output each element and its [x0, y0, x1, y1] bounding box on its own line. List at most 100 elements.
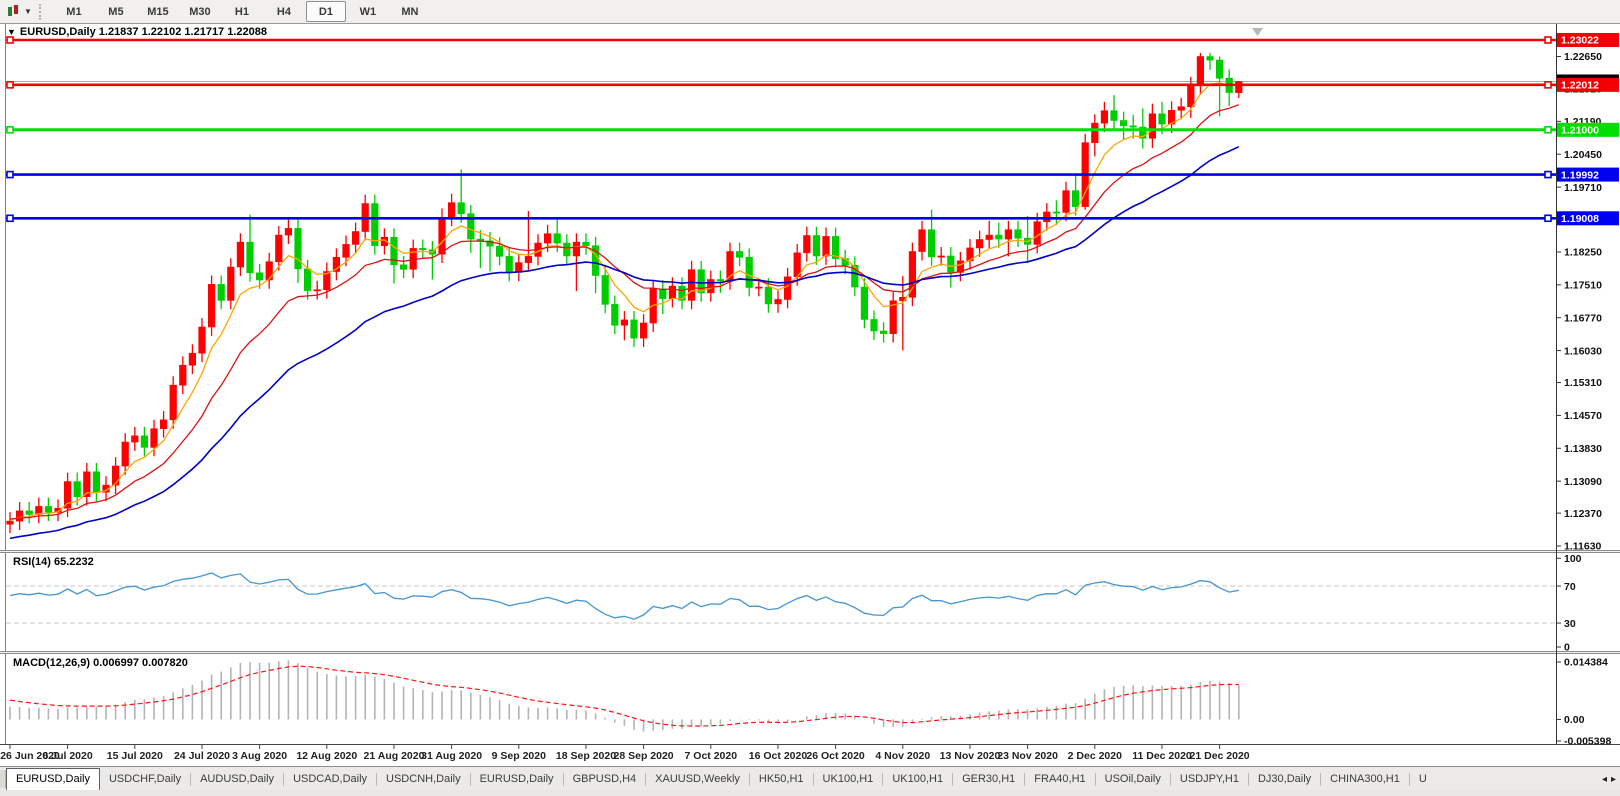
chart-tab-hk50-h1[interactable]: HK50,H1	[758, 773, 804, 785]
timeframe-button-mn[interactable]: MN	[401, 5, 419, 18]
date-tick-label: 3 Aug 2020	[232, 750, 287, 762]
candle-bullish	[803, 235, 811, 254]
candle-bullish	[342, 244, 350, 258]
candle-bearish	[495, 245, 504, 257]
hline-handle[interactable]	[6, 81, 14, 89]
tab-scroll-left-icon[interactable]: ◂	[1601, 773, 1607, 785]
candle-bullish	[169, 384, 177, 421]
chart-tab-china300-h1[interactable]: CHINA300,H1	[1330, 773, 1400, 785]
chart-tab-eurusd-daily[interactable]: EURUSD,Daily	[479, 773, 554, 785]
candle-bearish	[140, 435, 149, 448]
timeframe-button-h1[interactable]: H1	[234, 5, 249, 18]
timeframe-button-h4[interactable]: H4	[276, 5, 291, 18]
candle-bearish	[582, 241, 590, 247]
candle-bullish	[121, 441, 129, 467]
candle-bullish	[332, 256, 341, 272]
rsi-axis-label: 70	[1564, 581, 1576, 593]
chart-tab-dj30-daily[interactable]: DJ30,Daily	[1257, 773, 1312, 785]
chart-tab-audusd-daily[interactable]: AUDUSD,Daily	[200, 773, 275, 785]
date-tick-label: 2 Dec 2020	[1068, 750, 1122, 762]
timeframe-button-w1[interactable]: W1	[359, 5, 377, 18]
date-tick-label: 18 Sep 2020	[556, 750, 616, 762]
ma-slow-line	[9, 145, 1240, 540]
symbol-expander-icon[interactable]: ▼	[7, 27, 16, 37]
candle-bullish	[1043, 211, 1051, 223]
candle-bullish	[150, 428, 158, 448]
chart-tab-usoil-daily[interactable]: USOil,Daily	[1104, 773, 1161, 785]
timeframe-button-m5[interactable]: M5	[108, 5, 124, 18]
chart-tab-usdcad-daily[interactable]: USDCAD,Daily	[293, 773, 368, 785]
tab-separator	[952, 772, 954, 786]
macd-indicator-label: MACD(12,26,9) 0.006997 0.007820	[13, 657, 188, 669]
candle-bullish	[188, 352, 197, 366]
tab-separator	[1094, 772, 1096, 786]
candle-bearish	[764, 286, 772, 305]
timeframe-button-m1[interactable]: M1	[66, 5, 82, 18]
candle-bearish	[553, 233, 561, 244]
chart-tab-gbpusd-h4[interactable]: GBPUSD,H4	[572, 773, 637, 785]
candle-bearish	[399, 264, 408, 270]
candle-bullish	[15, 510, 24, 522]
candle-bearish	[486, 240, 494, 247]
hline-handle[interactable]	[1544, 126, 1552, 134]
rsi-axis-label: 0	[1564, 642, 1570, 654]
candle-bullish	[985, 234, 993, 240]
timeframe-button-m30[interactable]: M30	[189, 5, 211, 18]
timeframe-button-m15[interactable]: M15	[147, 5, 169, 18]
candle-bullish	[639, 322, 648, 339]
pane-divider[interactable]	[0, 550, 1620, 553]
candle-bullish	[236, 241, 245, 268]
tab-separator	[1320, 772, 1322, 786]
tab-scroll-right-icon[interactable]: ▸	[1610, 773, 1616, 785]
candle-bearish	[1139, 126, 1147, 139]
hline-handle[interactable]	[1544, 170, 1552, 179]
chart-tabs: EURUSD,Daily USDCHF,Daily AUDUSD,Daily USDC…	[6, 767, 1427, 791]
shift-end-marker-icon[interactable]	[1252, 28, 1263, 36]
candlestick-chart-icon[interactable]	[6, 4, 22, 19]
chart-tab-u[interactable]: U	[1418, 773, 1427, 785]
hline-handle[interactable]	[6, 126, 14, 134]
hline-price-label: 1.23022	[1561, 35, 1599, 47]
chart-tab-usdjpy-h1[interactable]: USDJPY,H1	[1179, 773, 1239, 785]
chart-tab-xauusd-weekly[interactable]: XAUUSD,Weekly	[655, 773, 740, 785]
hline-handle[interactable]	[6, 170, 14, 179]
chart-background[interactable]	[0, 23, 1620, 766]
date-tick-label: 28 Sep 2020	[614, 750, 674, 762]
chart-tab-ger30-h1[interactable]: GER30,H1	[962, 773, 1016, 785]
candle-bullish	[889, 300, 897, 334]
tab-separator	[376, 772, 378, 786]
candle-bearish	[217, 284, 225, 301]
price-tick-label: 1.18250	[1564, 247, 1602, 259]
hline-handle[interactable]	[1544, 81, 1552, 89]
candle-bullish	[6, 520, 14, 525]
candle-bearish	[831, 236, 840, 259]
chart-tab-fra40-h1[interactable]: FRA40,H1	[1034, 773, 1086, 785]
hline-handle[interactable]	[1544, 214, 1552, 223]
timeframe-button-d1[interactable]: D1	[305, 1, 346, 22]
candle-bullish	[179, 364, 187, 386]
candle-bearish	[995, 234, 1003, 240]
candle-bearish	[44, 506, 52, 513]
candle-bearish	[371, 203, 379, 247]
price-tick-label: 1.16030	[1564, 345, 1602, 357]
hline-handle[interactable]	[1544, 36, 1552, 44]
candle-bullish	[198, 326, 206, 354]
ma-fast-line	[9, 82, 1239, 521]
toolbar-grip-handle[interactable]	[38, 3, 46, 20]
chart-tab-usdchf-daily[interactable]: USDCHF,Daily	[108, 773, 182, 785]
chart-tab-usdcnh-daily[interactable]: USDCNH,Daily	[386, 773, 461, 785]
chart-type-dropdown-icon[interactable]: ▼	[24, 7, 32, 16]
hline-handle[interactable]	[6, 36, 14, 44]
chart-tab-uk100-h1[interactable]: UK100,H1	[892, 773, 944, 785]
candle-bullish	[284, 228, 293, 236]
chart-tab-uk100-h1[interactable]: UK100,H1	[822, 773, 874, 785]
candle-bullish	[1187, 85, 1195, 108]
chart-tab-eurusd-daily[interactable]: EURUSD,Daily	[6, 767, 100, 791]
candle-bearish	[870, 319, 878, 332]
candle-bullish	[956, 260, 964, 273]
pane-divider[interactable]	[0, 651, 1620, 654]
candle-bullish	[112, 465, 120, 486]
hline-handle[interactable]	[6, 214, 14, 223]
macd-signal-line	[9, 665, 1239, 727]
